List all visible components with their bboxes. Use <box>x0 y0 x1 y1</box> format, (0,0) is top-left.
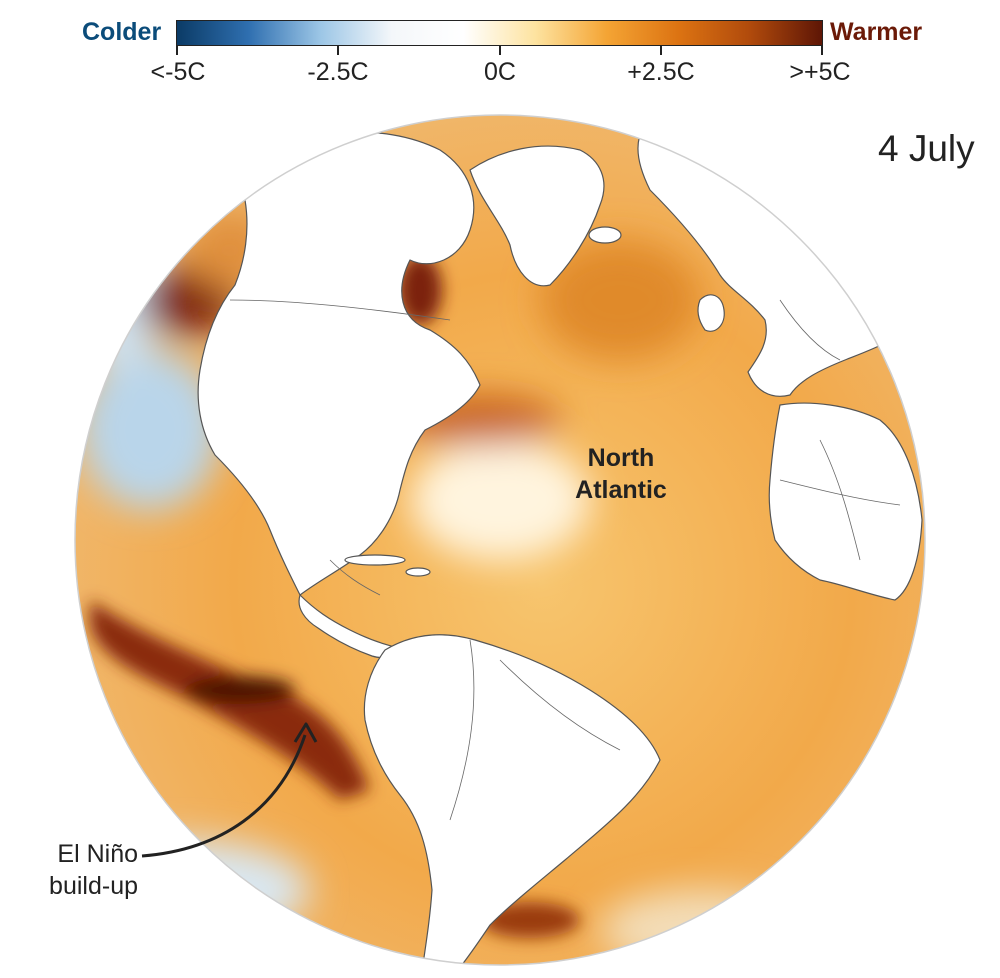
legend-tick-mark <box>821 45 823 55</box>
north-atlantic-label: North Atlantic <box>556 442 686 506</box>
warm-anomaly-patch <box>540 240 700 360</box>
legend-tick-label: +2.5C <box>627 58 695 86</box>
north-atlantic-label-line: Atlantic <box>575 476 667 504</box>
annotation-arrow-head <box>293 722 318 743</box>
greenland-landmass <box>469 145 605 287</box>
legend-colder-label: Colder <box>82 18 162 46</box>
globe-outline <box>74 114 926 966</box>
el-nino-label: El Niño build-up <box>18 838 138 902</box>
cold-anomaly-patch <box>80 350 220 510</box>
hispaniola-island <box>405 567 431 577</box>
border-line <box>449 639 475 821</box>
north-atlantic-label-line: North <box>587 444 655 472</box>
el-nino-core <box>185 676 295 704</box>
legend-tick-mark <box>499 45 501 55</box>
legend-warmer-label: Warmer <box>830 18 923 46</box>
legend-tick-mark <box>660 45 662 55</box>
border-line <box>499 659 621 751</box>
north-america-landmass <box>197 131 481 596</box>
legend-tick-mark <box>176 45 178 55</box>
legend-tick-mark <box>337 45 339 55</box>
border-line <box>329 559 381 596</box>
neutral-anomaly-patch <box>600 890 800 965</box>
legend-tick-label: -2.5C <box>307 58 369 86</box>
border-line <box>819 439 861 561</box>
border-line <box>779 299 841 361</box>
annotation-arrow <box>141 734 307 858</box>
neutral-anomaly-patch <box>410 440 590 560</box>
border-line <box>779 479 901 506</box>
legend-color-bar <box>176 20 823 46</box>
el-nino-label-line: build-up <box>49 872 138 900</box>
legend-tick-label: >+5C <box>789 58 851 86</box>
legend-tick-label: <-5C <box>150 58 206 86</box>
cuba-island <box>344 554 406 566</box>
date-label: 4 July <box>878 128 975 169</box>
border-line <box>229 299 451 321</box>
africa-landmass <box>768 402 923 601</box>
legend-tick-label: 0C <box>484 58 516 86</box>
el-nino-label-line: El Niño <box>57 840 138 868</box>
south-america-landmass <box>363 634 661 965</box>
warm-anomaly-patch <box>398 255 442 325</box>
british-isles <box>697 294 725 332</box>
iceland-island <box>588 226 622 244</box>
